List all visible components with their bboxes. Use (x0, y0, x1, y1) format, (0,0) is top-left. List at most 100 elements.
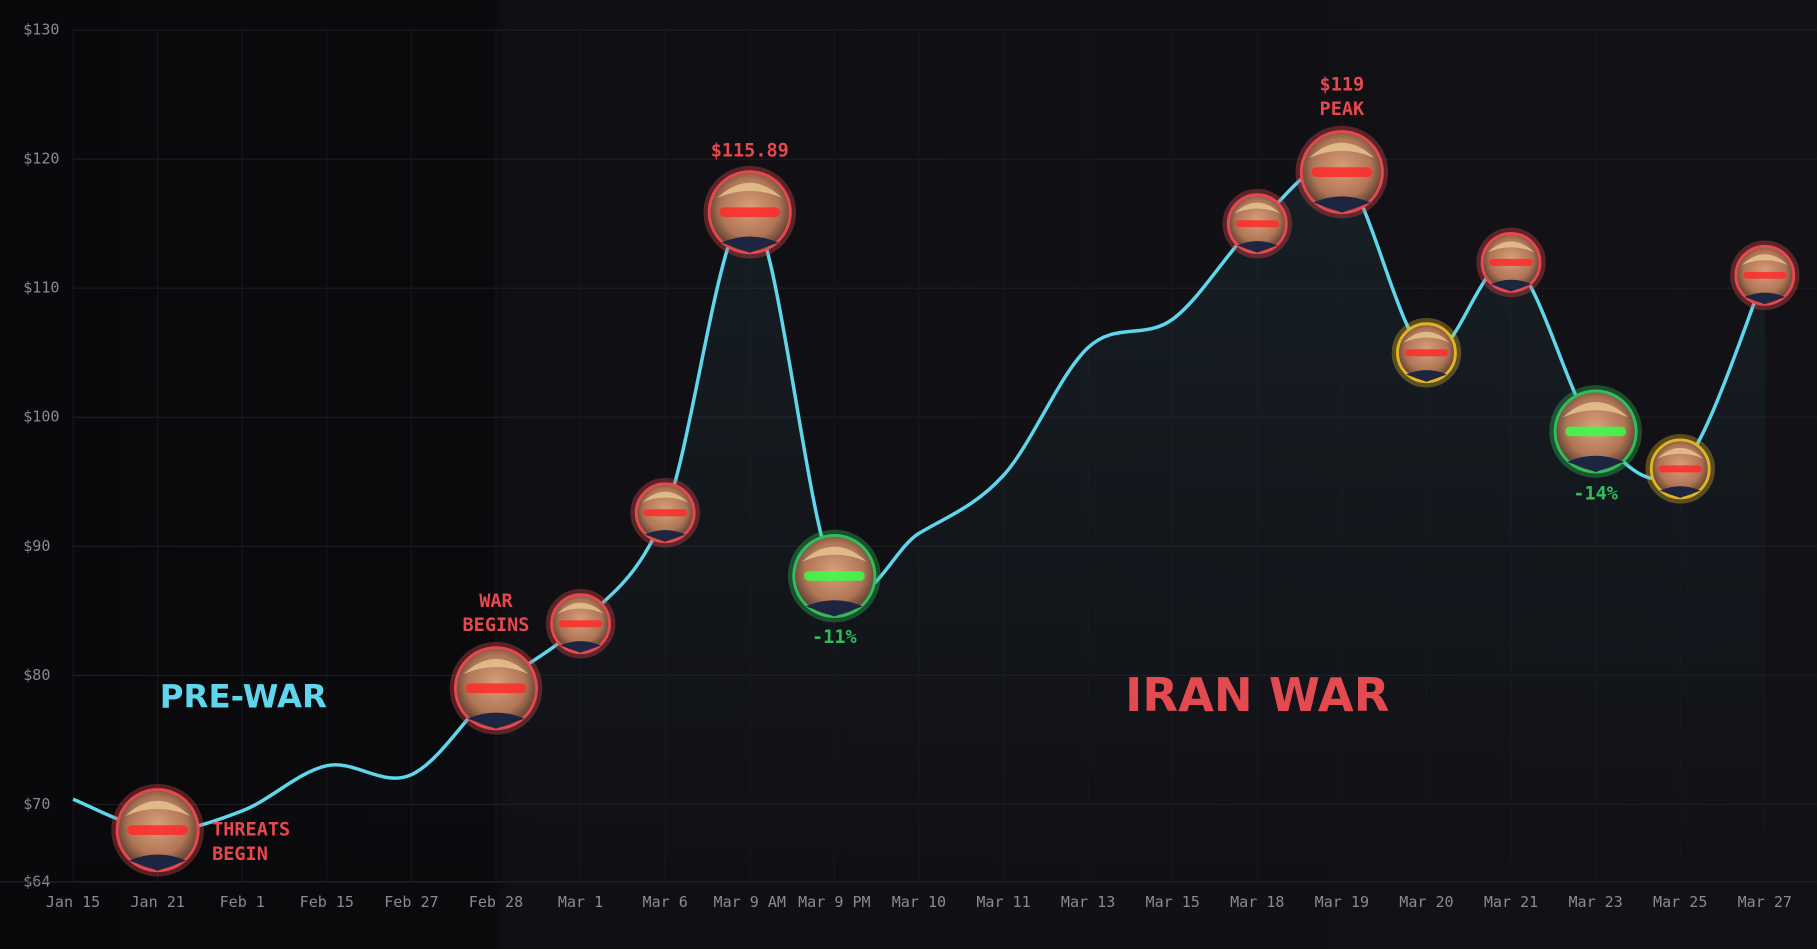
marker-hair (1487, 241, 1535, 253)
marker-glow (449, 641, 543, 735)
x-tick-label: Mar 25 (1653, 893, 1707, 911)
marker-hair (1309, 142, 1375, 158)
region-label: PRE-WAR (160, 678, 327, 716)
marker-eyes (127, 825, 189, 836)
x-tick-label: Mar 21 (1484, 893, 1538, 911)
x-tick-label: Mar 10 (892, 893, 946, 911)
marker-glow (787, 529, 881, 623)
marker-suit (805, 600, 863, 617)
marker-glow (703, 165, 797, 259)
marker (111, 783, 204, 877)
marker-hair (641, 491, 689, 503)
x-tick-label: Mar 9 AM (714, 893, 786, 911)
x-tick-label: Feb 27 (384, 893, 438, 911)
y-tick-label: $120 (23, 150, 59, 168)
marker-suit (1567, 455, 1625, 472)
x-tick-label: Feb 28 (469, 893, 523, 911)
x-tick-label: Mar 11 (976, 893, 1030, 911)
x-tick-label: Mar 1 (558, 893, 603, 911)
marker-hair (557, 602, 604, 614)
annotation: BEGINS (463, 615, 530, 636)
marker-suit (721, 236, 779, 253)
marker-eyes (1658, 465, 1702, 473)
marker-eyes (558, 620, 603, 628)
marker-glow (111, 783, 204, 877)
marker-hair (1403, 331, 1450, 343)
x-tick-label: Feb 1 (220, 893, 265, 911)
x-tick-label: Mar 23 (1568, 893, 1622, 911)
annotation: $119 (1320, 75, 1365, 96)
marker-glow (545, 588, 616, 659)
marker (1391, 317, 1462, 388)
marker-eyes (1404, 349, 1449, 357)
marker (1549, 385, 1642, 478)
marker (545, 588, 616, 659)
marker-hair (1563, 402, 1629, 418)
marker-suit (129, 854, 187, 871)
marker-eyes (1565, 426, 1627, 437)
marker-eyes (1743, 271, 1787, 279)
marker-suit (467, 712, 525, 729)
marker (703, 165, 797, 259)
y-tick-label: $100 (23, 408, 59, 426)
marker-suit (1659, 486, 1701, 498)
marker-suit (1313, 196, 1371, 213)
marker-glow (1730, 240, 1800, 311)
marker-glow (1222, 188, 1293, 259)
marker-eyes (465, 683, 527, 694)
marker (1295, 125, 1389, 219)
annotation: BEGIN (212, 844, 268, 865)
marker-glow (1549, 385, 1642, 478)
x-tick-label: Mar 6 (643, 893, 688, 911)
marker (1476, 227, 1546, 298)
x-tick-label: Mar 15 (1146, 893, 1200, 911)
marker (630, 477, 700, 548)
x-tick-label: Mar 20 (1399, 893, 1453, 911)
marker-glow (1645, 434, 1715, 504)
x-tick-label: Feb 15 (300, 893, 354, 911)
marker-hair (1234, 202, 1281, 214)
marker-hair (1657, 447, 1704, 459)
x-tick-label: Mar 27 (1738, 893, 1792, 911)
marker-glow (1295, 125, 1389, 219)
marker-glow (1391, 317, 1462, 388)
annotation: -11% (812, 627, 857, 648)
marker-hair (463, 658, 529, 675)
marker-glow (1476, 227, 1546, 298)
marker (449, 641, 543, 735)
marker-suit (1406, 370, 1447, 382)
x-tick-label: Mar 13 (1061, 893, 1115, 911)
marker-eyes (1489, 258, 1533, 266)
marker-hair (801, 546, 867, 562)
annotation: -14% (1573, 484, 1618, 505)
y-tick-label: $70 (23, 795, 50, 813)
marker-suit (1237, 241, 1278, 253)
x-tick-label: Mar 9 PM (798, 893, 870, 911)
marker-hair (717, 182, 783, 199)
annotation: THREATS (212, 820, 290, 841)
marker-eyes (643, 509, 687, 517)
marker (787, 529, 881, 623)
marker-eyes (1235, 220, 1280, 228)
y-tick-label: $130 (23, 21, 59, 39)
marker-suit (644, 530, 686, 542)
annotation: $115.89 (711, 140, 789, 161)
marker-eyes (803, 571, 865, 581)
marker-suit (1744, 292, 1786, 305)
x-tick-label: Mar 19 (1315, 893, 1369, 911)
annotation: WAR (479, 591, 513, 612)
marker-glow (630, 477, 700, 548)
y-tick-label: $80 (23, 666, 50, 684)
x-tick-label: Jan 15 (46, 893, 100, 911)
y-tick-label: $110 (23, 279, 59, 297)
marker-eyes (1311, 167, 1373, 177)
marker-hair (1741, 254, 1788, 266)
marker-suit (1490, 279, 1532, 292)
x-tick-label: Mar 18 (1230, 893, 1284, 911)
marker (1645, 434, 1715, 504)
x-tick-label: Jan 21 (130, 893, 184, 911)
annotation: PEAK (1320, 99, 1365, 120)
marker-eyes (719, 207, 781, 218)
